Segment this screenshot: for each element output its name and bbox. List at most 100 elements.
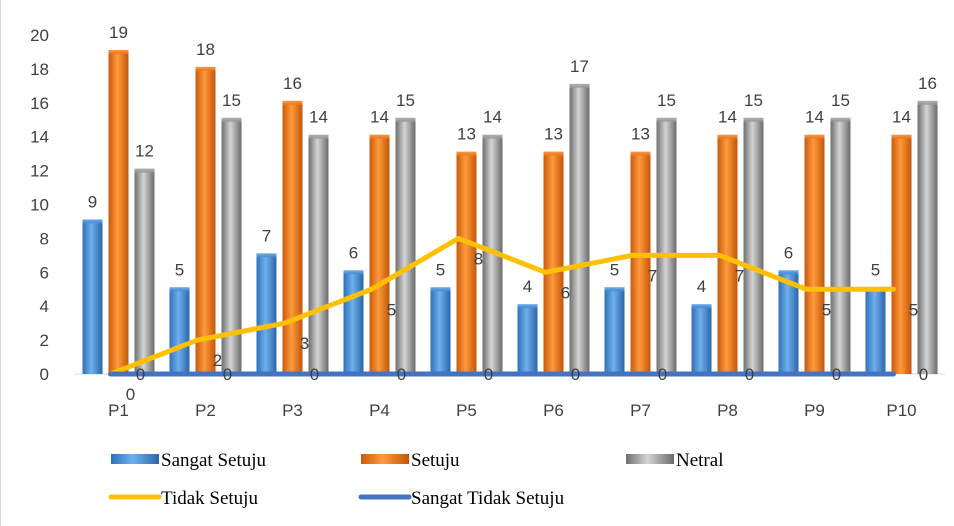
- x-tick-label: P1: [108, 401, 129, 420]
- bar-sangat-setuju: [691, 306, 712, 374]
- data-label-tidak-setuju: 5: [822, 300, 831, 319]
- bar-setuju: [369, 136, 390, 374]
- legend-label-sangat-tidak-setuju: Sangat Tidak Setuju: [411, 488, 565, 509]
- data-label-setuju: 13: [631, 125, 650, 144]
- data-label-sangat-setuju: 5: [610, 260, 619, 279]
- data-label-sangat-setuju: 6: [349, 243, 358, 262]
- data-label-sangat-tidak-setuju: 0: [484, 365, 493, 384]
- bar-setuju: [543, 153, 564, 374]
- x-tick-label: P5: [456, 401, 477, 420]
- data-label-sangat-tidak-setuju: 0: [571, 365, 580, 384]
- point-tidak-setuju: [544, 270, 547, 274]
- data-label-sangat-setuju: 5: [175, 260, 184, 279]
- point-tidak-setuju: [892, 287, 895, 291]
- legend-label-netral: Netral: [676, 450, 723, 471]
- bar-netral: [656, 119, 677, 374]
- point-sangat-tidak-setuju: [544, 372, 547, 376]
- legend-label-sangat-setuju: Sangat Setuju: [161, 450, 267, 471]
- bar-cap-netral: [482, 134, 503, 139]
- bar-cap-setuju: [456, 151, 477, 156]
- data-label-tidak-setuju: 8: [474, 249, 483, 268]
- bar-sangat-setuju: [430, 289, 451, 374]
- data-label-tidak-setuju: 7: [735, 266, 744, 285]
- data-label-sangat-setuju: 4: [523, 277, 532, 296]
- point-sangat-tidak-setuju: [718, 372, 721, 376]
- legend: Sangat Setuju Setuju Netral Tidak Setuju San…: [108, 450, 723, 509]
- data-label-tidak-setuju: 6: [561, 283, 570, 302]
- x-tick-label: P7: [630, 401, 651, 420]
- bar-cap-setuju: [717, 134, 738, 139]
- point-sangat-tidak-setuju: [196, 372, 199, 376]
- bar-cap-sangat-setuju: [604, 287, 625, 292]
- y-tick-label: 8: [40, 229, 49, 248]
- bar-sangat-setuju: [169, 289, 190, 374]
- data-label-sangat-setuju: 5: [871, 260, 880, 279]
- point-sangat-tidak-setuju: [283, 372, 286, 376]
- bar-netral: [569, 85, 590, 374]
- bar-cap-netral: [656, 117, 677, 122]
- data-label-setuju: 16: [283, 74, 302, 93]
- y-tick-label: 16: [30, 94, 49, 113]
- bar-netral: [395, 119, 416, 374]
- legend-label-setuju: Setuju: [411, 450, 460, 471]
- point-sangat-tidak-setuju: [109, 372, 112, 376]
- data-label-sangat-tidak-setuju: 0: [832, 365, 841, 384]
- data-label-netral: 15: [657, 91, 676, 110]
- data-label-setuju: 18: [196, 40, 215, 59]
- legend-swatch-sangat-setuju: [111, 454, 159, 464]
- bar-cap-netral: [395, 117, 416, 122]
- bar-cap-sangat-setuju: [343, 270, 364, 275]
- bar-cap-netral: [221, 117, 242, 122]
- bar-sangat-setuju: [778, 272, 799, 374]
- bar-cap-setuju: [108, 49, 129, 54]
- point-tidak-setuju: [631, 253, 634, 257]
- x-tick-label: P6: [543, 401, 564, 420]
- data-label-netral: 14: [483, 108, 502, 127]
- bar-cap-netral: [917, 100, 938, 105]
- y-tick-label: 2: [40, 331, 49, 350]
- bar-setuju: [891, 136, 912, 374]
- bar-netral: [743, 119, 764, 374]
- legend-swatch-setuju: [361, 454, 409, 464]
- data-label-setuju: 19: [109, 23, 128, 42]
- x-tick-label: P4: [369, 401, 390, 420]
- bar-netral: [482, 136, 503, 374]
- data-label-tidak-setuju: 3: [300, 334, 309, 353]
- bar-setuju: [630, 153, 651, 374]
- bar-netral: [221, 119, 242, 374]
- legend-label-tidak-setuju: Tidak Setuju: [161, 488, 258, 509]
- bar-sangat-setuju: [82, 221, 103, 374]
- bar-netral: [830, 119, 851, 374]
- data-label-netral: 15: [222, 91, 241, 110]
- data-label-tidak-setuju: 7: [648, 266, 657, 285]
- bar-cap-sangat-setuju: [430, 287, 451, 292]
- bar-cap-netral: [308, 134, 329, 139]
- x-tick-label: P10: [886, 401, 916, 420]
- point-sangat-tidak-setuju: [805, 372, 808, 376]
- bar-cap-sangat-setuju: [778, 270, 799, 275]
- data-label-netral: 14: [309, 108, 328, 127]
- point-sangat-tidak-setuju: [370, 372, 373, 376]
- data-label-netral: 16: [918, 74, 937, 93]
- x-tick-label: P9: [804, 401, 825, 420]
- bar-cap-setuju: [282, 100, 303, 105]
- data-label-netral: 12: [135, 142, 154, 161]
- data-label-sangat-tidak-setuju: 0: [919, 365, 928, 384]
- bar-cap-sangat-setuju: [517, 304, 538, 309]
- bar-netral: [308, 136, 329, 374]
- data-label-sangat-setuju: 6: [784, 243, 793, 262]
- data-label-tidak-setuju: 0: [126, 385, 135, 404]
- bar-cap-setuju: [195, 66, 216, 71]
- bar-cap-setuju: [891, 134, 912, 139]
- data-label-sangat-tidak-setuju: 0: [658, 365, 667, 384]
- bar-setuju: [195, 68, 216, 375]
- bar-cap-netral: [743, 117, 764, 122]
- bar-netral: [134, 170, 155, 374]
- data-label-netral: 15: [396, 91, 415, 110]
- y-tick-label: 12: [30, 162, 49, 181]
- bar-sangat-setuju: [604, 289, 625, 374]
- x-tick-label: P3: [282, 401, 303, 420]
- data-label-sangat-setuju: 4: [697, 277, 706, 296]
